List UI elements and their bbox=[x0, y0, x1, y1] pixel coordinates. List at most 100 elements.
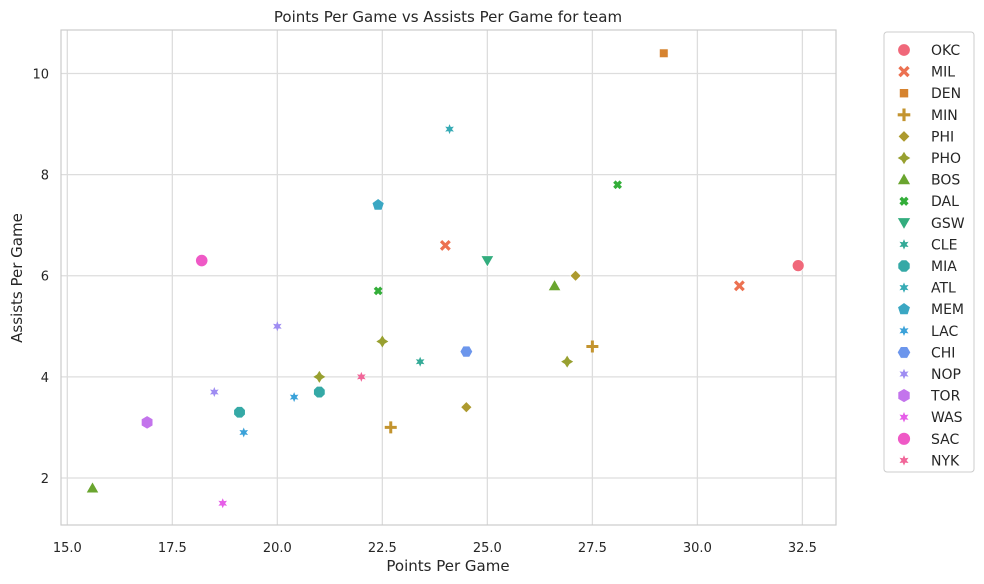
data-point-mia bbox=[233, 406, 246, 419]
data-point-was bbox=[218, 498, 228, 509]
y-tick-label: 2 bbox=[41, 472, 49, 487]
legend-marker-tor bbox=[897, 388, 911, 403]
legend-label: NYK bbox=[931, 453, 960, 469]
legend: OKC MIL DEN MIN PHI PHO BOS DAL GSW CLE MIA ATL MEM L… bbox=[883, 31, 975, 473]
legend-item-bos: BOS bbox=[896, 172, 960, 189]
y-axis-title: Assists Per Game bbox=[8, 213, 26, 343]
legend-marker-chi bbox=[897, 346, 911, 359]
legend-marker-was bbox=[899, 411, 909, 423]
legend-item-lac: LAC bbox=[899, 324, 958, 340]
legend-label: LAC bbox=[931, 324, 958, 340]
legend-marker-cle bbox=[899, 239, 909, 250]
data-point-sac bbox=[195, 253, 209, 268]
legend-marker-mem bbox=[897, 302, 911, 315]
legend-item-cle: CLE bbox=[899, 237, 957, 253]
legend-marker-gsw bbox=[896, 217, 912, 231]
legend-item-okc: OKC bbox=[897, 43, 960, 59]
legend-label: MEM bbox=[931, 302, 964, 318]
grid bbox=[61, 30, 836, 525]
y-tick-label: 4 bbox=[41, 371, 49, 386]
legend-label: TOR bbox=[930, 389, 961, 405]
legend-label: CLE bbox=[931, 237, 957, 253]
legend-marker-mil bbox=[898, 65, 910, 78]
legend-marker-lac bbox=[899, 325, 909, 337]
legend-marker-pho bbox=[897, 151, 911, 165]
legend-label: WAS bbox=[931, 410, 963, 426]
data-point-mem bbox=[371, 198, 385, 211]
legend-label: GSW bbox=[931, 216, 965, 232]
data-point-phi bbox=[460, 401, 473, 414]
plot-frame bbox=[60, 29, 837, 526]
x-tick-labels: 15.0 17.5 20.0 22.5 25.0 27.5 30.0 32.5 bbox=[53, 541, 817, 556]
legend-marker-okc bbox=[897, 43, 911, 57]
legend-marker-phi bbox=[897, 130, 911, 143]
legend-item-dal: DAL bbox=[899, 194, 959, 210]
legend-item-chi: CHI bbox=[897, 345, 955, 361]
legend-item-den: DEN bbox=[899, 86, 961, 102]
legend-marker-mia bbox=[897, 259, 911, 273]
legend-label: MIL bbox=[931, 65, 955, 81]
data-point-okc bbox=[791, 259, 805, 273]
legend-label: SAC bbox=[931, 432, 959, 448]
legend-item-atl: ATL bbox=[899, 281, 956, 297]
data-point-lac bbox=[289, 392, 299, 403]
legend-frame bbox=[883, 31, 975, 473]
legend-label: PHO bbox=[931, 151, 961, 167]
legend-marker-min bbox=[897, 108, 911, 122]
legend-label: DAL bbox=[931, 194, 959, 210]
data-point-nop bbox=[273, 321, 282, 332]
legend-label: OKC bbox=[931, 43, 960, 59]
y-tick-label: 10 bbox=[32, 67, 49, 82]
x-tick-label: 20.0 bbox=[263, 541, 292, 556]
data-point-dal bbox=[613, 180, 622, 190]
x-tick-label: 32.5 bbox=[788, 541, 817, 556]
data-point-bos bbox=[547, 278, 562, 291]
y-tick-label: 6 bbox=[41, 270, 49, 285]
data-point-chi bbox=[459, 345, 473, 358]
legend-item-mem: MEM bbox=[897, 302, 964, 318]
legend-item-was: WAS bbox=[899, 410, 963, 426]
data-point-nop bbox=[209, 387, 219, 398]
data-point-lac bbox=[239, 427, 249, 438]
data-point-pho bbox=[313, 370, 326, 383]
legend-label: PHI bbox=[931, 129, 954, 145]
data-point-mil bbox=[439, 239, 451, 251]
legend-item-phi: PHI bbox=[897, 129, 954, 145]
data-point-cle bbox=[415, 356, 425, 367]
legend-item-pho: PHO bbox=[897, 151, 961, 167]
legend-marker-sac bbox=[897, 431, 911, 446]
legend-label: NOP bbox=[931, 367, 961, 383]
legend-label: DEN bbox=[931, 86, 961, 102]
legend-marker-nop bbox=[899, 368, 909, 380]
data-point-tor bbox=[141, 415, 154, 430]
data-point-mia bbox=[313, 385, 326, 399]
legend-marker-atl bbox=[899, 282, 909, 293]
data-point-pho bbox=[561, 355, 574, 368]
data-point-phi bbox=[569, 269, 582, 282]
legend-item-gsw: GSW bbox=[896, 216, 965, 232]
data-point-mil bbox=[733, 280, 745, 292]
legend-label: ATL bbox=[931, 281, 956, 297]
data-point-atl bbox=[445, 124, 454, 135]
data-point-nyk bbox=[357, 371, 366, 382]
data-point-gsw bbox=[480, 255, 495, 268]
x-axis-title: Points Per Game bbox=[386, 557, 509, 575]
legend-label: CHI bbox=[931, 345, 955, 361]
y-tick-label: 8 bbox=[41, 169, 49, 184]
legend-marker-nyk bbox=[899, 455, 909, 466]
x-tick-label: 25.0 bbox=[473, 541, 502, 556]
x-tick-label: 22.5 bbox=[368, 541, 397, 556]
y-tick-labels: 2 4 6 8 10 bbox=[32, 67, 49, 486]
data-point-bos bbox=[85, 481, 100, 494]
legend-label: MIA bbox=[931, 259, 957, 275]
x-tick-label: 27.5 bbox=[578, 541, 607, 556]
legend-item-tor: TOR bbox=[897, 388, 961, 405]
x-tick-label: 15.0 bbox=[53, 541, 82, 556]
legend-marker-bos bbox=[896, 172, 912, 185]
legend-item-min: MIN bbox=[897, 108, 958, 124]
data-points bbox=[85, 48, 805, 509]
data-point-min bbox=[586, 340, 599, 353]
data-point-min bbox=[384, 421, 397, 434]
legend-item-mil: MIL bbox=[898, 65, 955, 81]
